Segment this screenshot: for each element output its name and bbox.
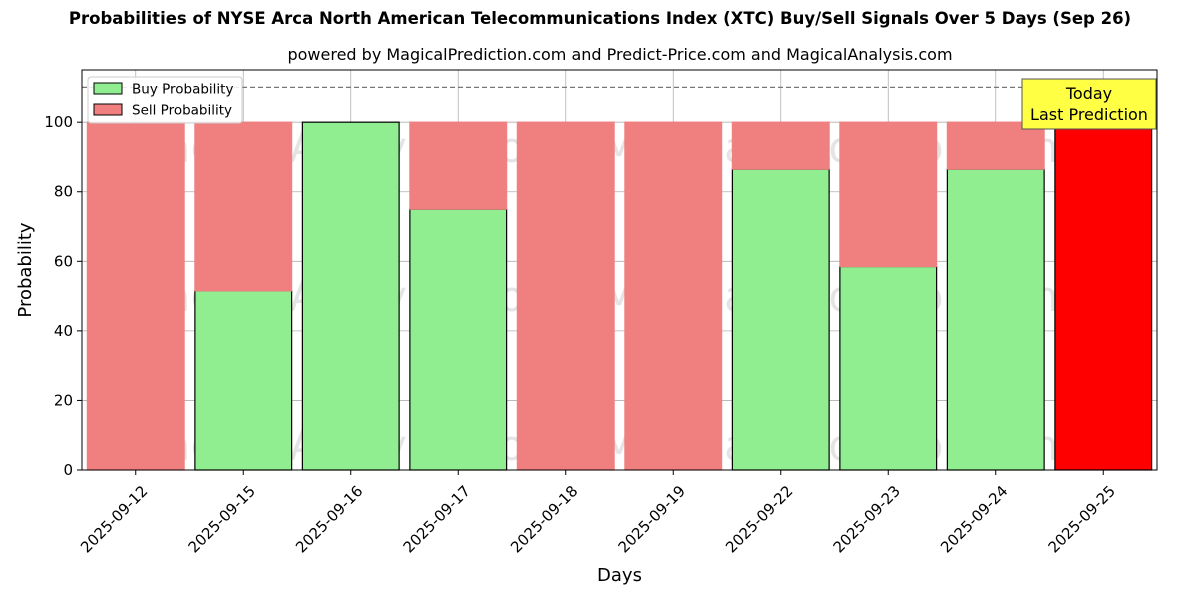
annotation-text: Today <box>1065 84 1112 103</box>
buy-bar <box>839 265 938 471</box>
sell-bar <box>1054 121 1153 471</box>
y-tick-label: 100 <box>44 113 73 131</box>
today-annotation: Today Last Prediction <box>1021 78 1157 130</box>
x-tick-layer: 2025-09-12 2025-09-15 2025-09-16 2025-09-17… <box>77 470 1119 556</box>
sell-bar <box>409 121 508 210</box>
sell-bar <box>86 121 185 471</box>
y-tick-label: 80 <box>54 183 73 201</box>
sell-bar <box>194 121 293 292</box>
x-axis-label: Days <box>597 565 642 586</box>
buy-bar <box>946 168 1045 471</box>
y-tick-layer: 0 20 40 60 80 100 <box>44 113 82 479</box>
x-tick-label: 2025-09-12 <box>77 482 151 556</box>
x-tick-label: 2025-09-16 <box>292 482 366 556</box>
sell-bar <box>624 121 723 471</box>
x-tick-label: 2025-09-19 <box>615 482 689 556</box>
legend-swatch <box>93 82 123 95</box>
x-tick-label: 2025-09-23 <box>830 482 904 556</box>
plot-frame <box>81 69 1158 471</box>
x-tick-label: 2025-09-18 <box>507 482 581 556</box>
y-tick-label: 60 <box>54 252 73 270</box>
y-tick-label: 0 <box>63 461 73 479</box>
y-tick-label: 40 <box>54 322 73 340</box>
legend-box <box>87 76 243 124</box>
buy-bar <box>194 290 293 471</box>
buy-bar <box>301 121 400 471</box>
sell-bar <box>839 121 938 268</box>
legend: Buy Probability Sell Probability <box>87 76 243 124</box>
x-tick-label: 2025-09-25 <box>1045 482 1119 556</box>
chart-subtitle: powered by MagicalPrediction.com and Pre… <box>287 45 953 64</box>
buy-bar <box>731 168 830 471</box>
x-tick-label: 2025-09-15 <box>185 482 259 556</box>
x-tick-label: 2025-09-17 <box>400 482 474 556</box>
legend-swatch <box>93 103 123 116</box>
annotation-box <box>1021 78 1157 130</box>
legend-label: Buy Probability <box>132 82 233 98</box>
x-tick-label: 2025-09-24 <box>937 482 1011 556</box>
x-tick-label: 2025-09-22 <box>722 482 796 556</box>
sell-bar <box>946 121 1045 170</box>
y-axis-label: Probability <box>15 222 36 317</box>
sell-bar <box>516 121 615 471</box>
annotation-text: Last Prediction <box>1030 105 1148 124</box>
legend-label: Sell Probability <box>132 103 232 119</box>
buy-bar <box>409 208 508 471</box>
bar-layer <box>86 121 1153 471</box>
sell-bar <box>731 121 830 170</box>
chart-title: Probabilities of NYSE Arca North America… <box>68 9 1132 28</box>
y-tick-label: 20 <box>54 391 73 409</box>
